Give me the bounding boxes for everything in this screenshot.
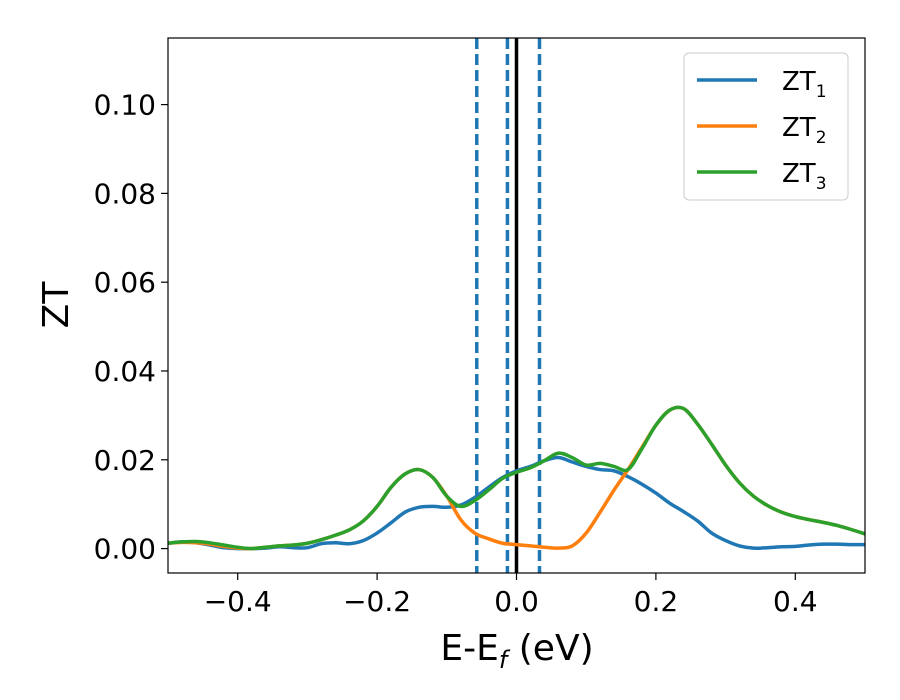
y-tick-label: 0.10 <box>94 89 156 122</box>
series-line-zt3 <box>168 405 865 551</box>
y-tick-label: 0.00 <box>94 533 156 566</box>
x-axis: −0.4 −0.2 0.0 0.2 0.4 <box>204 573 818 618</box>
y-tick-label: 0.04 <box>94 355 156 388</box>
x-tick-label: 0.2 <box>634 585 679 618</box>
y-axis: 0.00 0.02 0.04 0.06 0.08 0.10 <box>94 89 168 566</box>
reference-lines <box>475 38 542 573</box>
legend-label-zt1: ZT1 <box>782 67 827 102</box>
legend: ZT1 ZT2 ZT3 <box>683 52 849 201</box>
x-tick-label: −0.2 <box>343 585 411 618</box>
x-axis-label: E-Ef (eV) <box>440 628 593 674</box>
series-group <box>168 405 865 551</box>
y-tick-label: 0.08 <box>94 177 156 210</box>
legend-label-zt2: ZT2 <box>782 113 827 148</box>
x-tick-label: 0.0 <box>494 585 539 618</box>
x-tick-label: 0.4 <box>773 585 818 618</box>
y-axis-label: ZT <box>36 281 77 329</box>
y-tick-label: 0.02 <box>94 444 156 477</box>
legend-box <box>683 52 849 201</box>
y-tick-label: 0.06 <box>94 266 156 299</box>
legend-label-zt3: ZT3 <box>782 159 827 194</box>
x-tick-label: −0.4 <box>204 585 272 618</box>
